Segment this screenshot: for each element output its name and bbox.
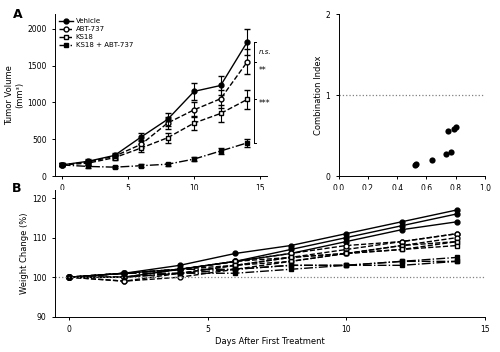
- Y-axis label: Tumor Volume
(mm³): Tumor Volume (mm³): [5, 65, 24, 125]
- Point: [450, 126, 458, 132]
- Y-axis label: Combination Index: Combination Index: [314, 55, 323, 135]
- Text: ***: ***: [258, 99, 270, 108]
- Point: [442, 151, 450, 157]
- Legend: Vehicle, ABT-737, KS18, KS18 + ABT-737: Vehicle, ABT-737, KS18, KS18 + ABT-737: [58, 18, 134, 49]
- Text: A: A: [12, 8, 22, 21]
- Point: [444, 129, 452, 134]
- Point: [448, 149, 456, 155]
- Point: [411, 163, 419, 168]
- Text: n.s.: n.s.: [258, 49, 271, 55]
- X-axis label: Days After First Treatment: Days After First Treatment: [215, 337, 325, 346]
- X-axis label: Fractional Effect: Fractional Effect: [378, 196, 446, 205]
- Point: [412, 161, 420, 167]
- X-axis label: Days After First Treatment: Days After First Treatment: [106, 196, 216, 205]
- Point: [428, 157, 436, 163]
- Text: B: B: [12, 182, 22, 195]
- Y-axis label: Weight Change (%): Weight Change (%): [20, 213, 30, 294]
- Point: [452, 125, 460, 130]
- Text: **: **: [258, 66, 266, 75]
